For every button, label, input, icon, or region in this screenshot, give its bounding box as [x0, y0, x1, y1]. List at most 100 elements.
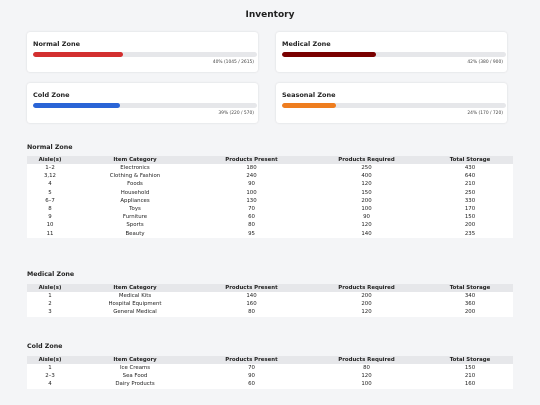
- table-cell: 140: [197, 292, 306, 301]
- table-cell: 130: [197, 196, 306, 205]
- column-header: Total Storage: [427, 284, 513, 292]
- table-cell: 120: [306, 372, 427, 381]
- table-cell: 150: [306, 188, 427, 197]
- table-cell: 330: [427, 196, 513, 205]
- column-header: Item Category: [73, 156, 197, 164]
- table-cell: 150: [427, 213, 513, 222]
- zone-card-cold[interactable]: Cold Zone 39% (220 / 570): [27, 83, 258, 123]
- table-header-row: Aisle(s) Item Category Products Present Pro…: [27, 356, 513, 364]
- table-cell: 80: [197, 308, 306, 317]
- table-row: 2–3 Sea Food 90 120 210: [27, 372, 513, 381]
- column-header: Products Required: [306, 156, 427, 164]
- table-cell: 5: [27, 188, 73, 197]
- table-cell: 200: [427, 221, 513, 230]
- table-cell: 240: [197, 172, 306, 181]
- table-cell: 120: [306, 221, 427, 230]
- zone-progress-track: [282, 103, 506, 108]
- table-cell: Medical Kits: [73, 292, 197, 301]
- zone-usage-stat: 24% (170 / 720): [467, 111, 503, 116]
- table-cell: Furniture: [73, 213, 197, 222]
- medical-zone-table: Aisle(s) Item Category Products Present Pro…: [27, 284, 513, 317]
- table-cell: Beauty: [73, 229, 197, 238]
- table-cell: 160: [427, 380, 513, 389]
- table-cell: Sea Food: [73, 372, 197, 381]
- table-row: 1–2 Electronics 180 250 430: [27, 164, 513, 173]
- column-header: Total Storage: [427, 156, 513, 164]
- zone-name: Normal Zone: [33, 40, 80, 48]
- table-row: 1 Medical Kits 140 200 340: [27, 292, 513, 301]
- table-cell: Hospital Equipment: [73, 300, 197, 309]
- table-cell: 340: [427, 292, 513, 301]
- table-cell: Household: [73, 188, 197, 197]
- zone-progress-track: [33, 52, 257, 57]
- table-row: 1 Ice Creams 70 80 150: [27, 364, 513, 373]
- column-header: Products Present: [197, 356, 306, 364]
- table-cell: 210: [427, 180, 513, 189]
- table-cell: 90: [197, 180, 306, 189]
- table-cell: 640: [427, 172, 513, 181]
- table-cell: 120: [306, 308, 427, 317]
- column-header: Products Present: [197, 156, 306, 164]
- column-header: Aisle(s): [27, 356, 73, 364]
- table-cell: 10: [27, 221, 73, 230]
- table-cell: 360: [427, 300, 513, 309]
- table-row: 8 Toys 70 100 170: [27, 204, 513, 214]
- table-row: 5 Household 100 150 250: [27, 188, 513, 197]
- table-cell: 9: [27, 213, 73, 222]
- zone-usage-stat: 40% (1045 / 2615): [212, 60, 254, 65]
- table-cell: 90: [197, 372, 306, 381]
- column-header: Item Category: [73, 356, 197, 364]
- table-cell: 140: [306, 229, 427, 238]
- zone-card-normal[interactable]: Normal Zone 40% (1045 / 2615): [27, 32, 258, 72]
- table-cell: 150: [427, 364, 513, 373]
- table-cell: 1–2: [27, 164, 73, 173]
- table-cell: 200: [427, 308, 513, 317]
- table-cell: Appliances: [73, 196, 197, 205]
- page-title: Inventory: [245, 10, 295, 20]
- table-cell: 180: [197, 164, 306, 173]
- table-cell: Ice Creams: [73, 364, 197, 373]
- table-cell: Dairy Products: [73, 380, 197, 389]
- column-header: Products Required: [306, 284, 427, 292]
- table-cell: 250: [427, 188, 513, 197]
- table-cell: 400: [306, 172, 427, 181]
- table-row: 4 Dairy Products 60 100 160: [27, 380, 513, 389]
- table-cell: 120: [306, 180, 427, 189]
- table-cell: 95: [197, 229, 306, 238]
- table-cell: General Medical: [73, 308, 197, 317]
- zone-progress-fill: [282, 103, 336, 108]
- zone-progress-fill: [33, 52, 123, 57]
- table-cell: 235: [427, 229, 513, 238]
- zone-card-medical[interactable]: Medical Zone 42% (380 / 900): [276, 32, 507, 72]
- column-header: Aisle(s): [27, 284, 73, 292]
- zone-usage-stat: 39% (220 / 570): [218, 111, 254, 116]
- zone-name: Seasonal Zone: [282, 91, 336, 99]
- zone-name: Medical Zone: [282, 40, 331, 48]
- table-cell: 1: [27, 292, 73, 301]
- table-cell: Clothing & Fashion: [73, 172, 197, 181]
- table-cell: 70: [197, 364, 306, 373]
- table-row: 2 Hospital Equipment 160 200 360: [27, 300, 513, 309]
- table-row: 9 Furniture 60 90 150: [27, 213, 513, 222]
- table-row: 3,12 Clothing & Fashion 240 400 640: [27, 172, 513, 181]
- table-cell: 250: [306, 164, 427, 173]
- table-cell: 80: [197, 221, 306, 230]
- table-cell: 200: [306, 300, 427, 309]
- zone-card-seasonal[interactable]: Seasonal Zone 24% (170 / 720): [276, 83, 507, 123]
- table-cell: 90: [306, 213, 427, 222]
- table-row: 10 Sports 80 120 200: [27, 221, 513, 230]
- table-cell: 1: [27, 364, 73, 373]
- table-cell: Sports: [73, 221, 197, 230]
- table-cell: Toys: [73, 204, 197, 214]
- table-cell: 200: [306, 196, 427, 205]
- table-cell: 100: [197, 188, 306, 197]
- section-title-cold: Cold Zone: [27, 343, 63, 350]
- column-header: Aisle(s): [27, 156, 73, 164]
- section-title-medical: Medical Zone: [27, 271, 75, 278]
- table-cell: 210: [427, 372, 513, 381]
- table-cell: 60: [197, 213, 306, 222]
- table-cell: 170: [427, 204, 513, 214]
- table-cell: 3,12: [27, 172, 73, 181]
- table-cell: 430: [427, 164, 513, 173]
- zone-progress-fill: [282, 52, 377, 57]
